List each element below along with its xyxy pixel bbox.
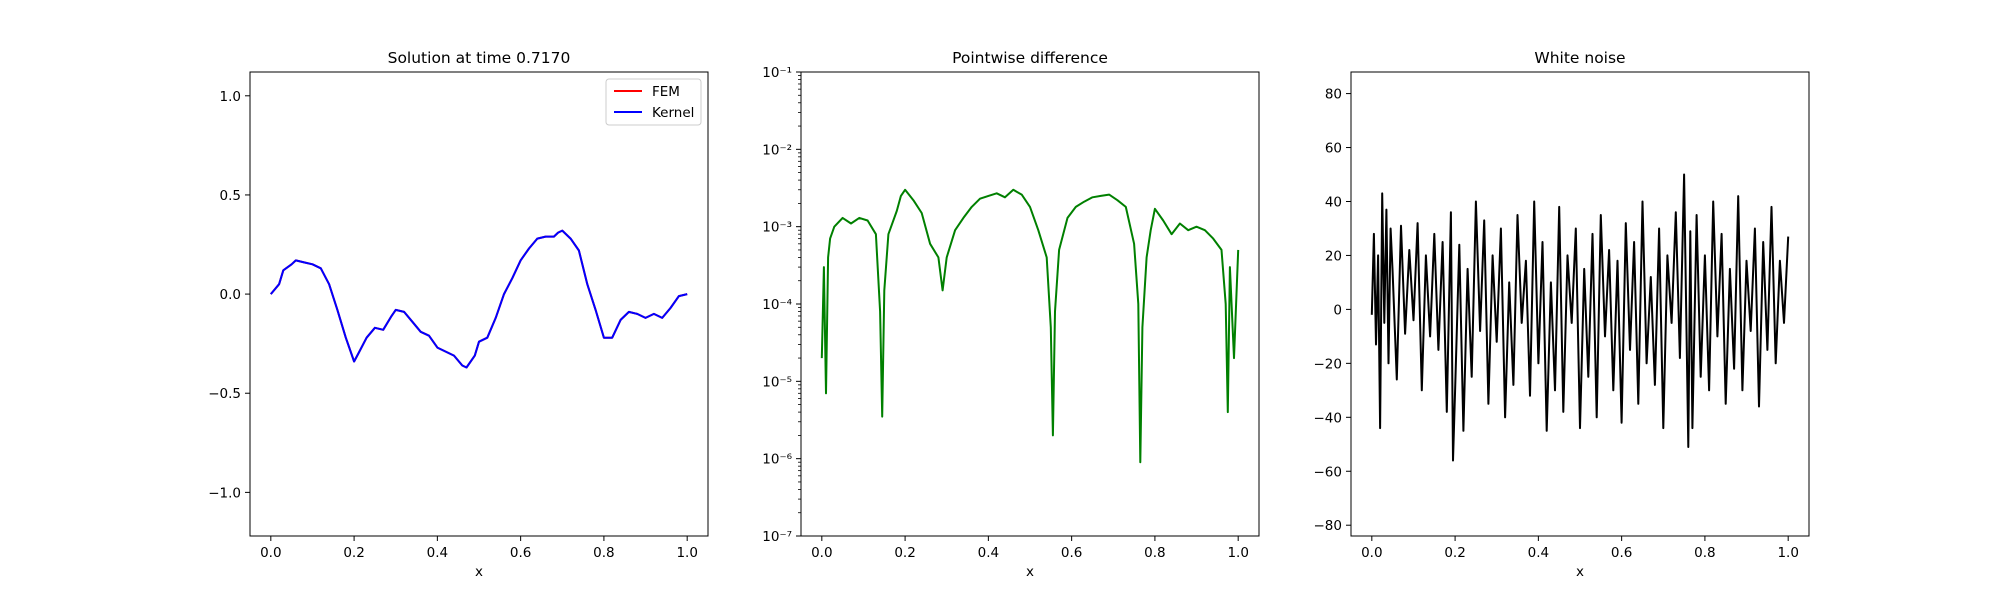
panel-difference-ytick-label: 10⁻⁴ xyxy=(762,297,792,313)
panel-noise-ytick-label: 80 xyxy=(1325,87,1342,103)
panel-noise-xtick-label: 0.2 xyxy=(1444,545,1465,561)
panel-difference-series-0-line xyxy=(820,188,1240,464)
panel-solution-legend: FEM Kernel xyxy=(605,78,702,126)
panel-difference-xtick-label: 0.2 xyxy=(894,545,915,561)
panel-solution-series-1-line xyxy=(270,229,688,369)
panel-solution-frame xyxy=(249,71,709,537)
panel-solution-xlabel: x xyxy=(475,564,483,580)
panel-noise-ticks: 0.0 0.2 0.4 0.6 0.8 1.0 −80 −60 −40 −20 0 20 40 60 80 xyxy=(1314,87,1799,561)
panel-difference: Pointwise difference 0.0 0.2 0.4 0.6 0.8 1.0 1… xyxy=(762,49,1260,580)
panel-solution-ytick-label: 1.0 xyxy=(220,89,241,105)
panel-difference-xtick-label: 0.0 xyxy=(811,545,832,561)
panel-noise-ytick-label: −60 xyxy=(1314,464,1343,480)
panel-noise-series xyxy=(1370,173,1790,462)
panel-solution-xtick-label: 1.0 xyxy=(676,545,697,561)
panel-solution-ytick-label: 0.5 xyxy=(220,188,241,204)
panel-solution-xtick-label: 0.4 xyxy=(427,545,448,561)
panel-difference-xtick-label: 0.4 xyxy=(978,545,999,561)
panel-difference-series xyxy=(820,188,1240,464)
panel-solution-ytick-label: −1.0 xyxy=(208,485,241,501)
panel-noise-xtick-label: 0.8 xyxy=(1694,545,1715,561)
panel-noise-xtick-label: 0.4 xyxy=(1528,545,1549,561)
panel-solution-ytick-label: −0.5 xyxy=(208,386,241,402)
panel-noise-xtick-label: 0.0 xyxy=(1361,545,1382,561)
panel-noise-ytick-label: −40 xyxy=(1314,410,1343,426)
legend-label-fem: FEM xyxy=(652,84,680,100)
legend-label-kernel: Kernel xyxy=(652,105,694,121)
panel-solution-title: Solution at time 0.7170 xyxy=(388,49,571,67)
panel-noise-ytick-label: 0 xyxy=(1333,302,1342,318)
panel-noise-xlabel: x xyxy=(1576,564,1584,580)
panel-difference-ytick-label: 10⁻⁷ xyxy=(762,529,792,545)
panel-difference-ytick-label: 10⁻⁶ xyxy=(762,452,792,468)
panel-noise-ytick-label: 40 xyxy=(1325,194,1342,210)
panel-solution-xtick-label: 0.0 xyxy=(260,545,281,561)
panel-solution-ytick-label: 0.0 xyxy=(220,287,241,303)
panel-difference-xlabel: x xyxy=(1026,564,1034,580)
panel-solution-xtick-label: 0.2 xyxy=(343,545,364,561)
panel-difference-ytick-label: 10⁻¹ xyxy=(762,65,792,81)
panel-noise-ytick-label: 20 xyxy=(1325,248,1342,264)
panel-noise-ytick-label: −80 xyxy=(1314,518,1343,534)
panel-difference-title: Pointwise difference xyxy=(952,49,1108,67)
panel-solution-xtick-label: 0.8 xyxy=(593,545,614,561)
panel-solution-xtick-label: 0.6 xyxy=(510,545,531,561)
panel-solution-series xyxy=(270,229,688,369)
panel-noise-ytick-label: 60 xyxy=(1325,141,1342,157)
panel-difference-xtick-label: 0.6 xyxy=(1061,545,1082,561)
panel-difference-xtick-label: 0.8 xyxy=(1144,545,1165,561)
panel-solution-ticks: 0.0 0.2 0.4 0.6 0.8 1.0 −1.0 −0.5 0.0 0.5 1.0 xyxy=(208,89,698,561)
panel-noise-xtick-label: 1.0 xyxy=(1777,545,1798,561)
panel-solution: Solution at time 0.7170 0.0 0.2 0.4 0.6 0.8 1… xyxy=(208,49,709,580)
panel-difference-ytick-label: 10⁻⁵ xyxy=(762,374,792,390)
panel-noise-title: White noise xyxy=(1534,49,1625,67)
panel-difference-frame xyxy=(800,71,1260,537)
panel-difference-xtick-label: 1.0 xyxy=(1227,545,1248,561)
panel-difference-ytick-label: 10⁻² xyxy=(762,142,792,158)
panel-difference-ytick-label: 10⁻³ xyxy=(762,220,792,236)
panel-noise-ytick-label: −20 xyxy=(1314,356,1343,372)
panel-noise-frame xyxy=(1350,71,1810,537)
panel-noise-xtick-label: 0.6 xyxy=(1611,545,1632,561)
panel-noise: White noise 0.0 0.2 0.4 0.6 0.8 1.0 −80 −60 −40 −… xyxy=(1314,49,1810,580)
panel-difference-ticks: 0.0 0.2 0.4 0.6 0.8 1.0 10⁻⁷ 10⁻⁶ 10⁻⁵ 10⁻⁴ 10⁻³ 10… xyxy=(762,65,1249,561)
panel-noise-series-0-line xyxy=(1370,173,1790,462)
